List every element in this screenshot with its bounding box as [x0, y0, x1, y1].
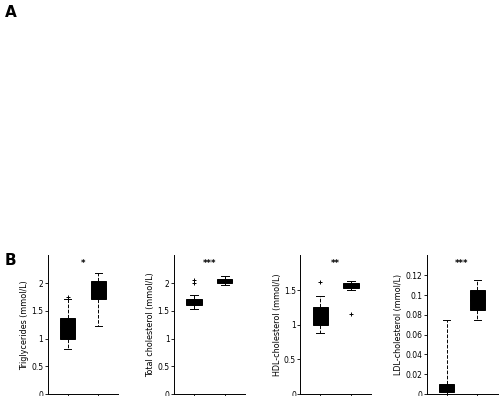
Y-axis label: Total cholesterol (mmol/L): Total cholesterol (mmol/L) [146, 272, 156, 377]
Text: A: A [5, 5, 17, 20]
Text: **: ** [331, 259, 340, 268]
PathPatch shape [312, 307, 328, 325]
Text: ***: *** [202, 259, 216, 268]
PathPatch shape [90, 281, 106, 299]
Y-axis label: Triglycerides (mmol/L): Triglycerides (mmol/L) [20, 280, 29, 369]
Text: B: B [5, 253, 16, 268]
Y-axis label: LDL-cholesterol (mmol/L): LDL-cholesterol (mmol/L) [394, 274, 404, 375]
Text: ***: *** [456, 259, 469, 268]
PathPatch shape [186, 299, 202, 305]
PathPatch shape [344, 283, 359, 288]
PathPatch shape [60, 318, 76, 339]
Y-axis label: HDL-cholesterol (mmol/L): HDL-cholesterol (mmol/L) [273, 273, 282, 376]
PathPatch shape [470, 290, 485, 310]
Text: *: * [80, 259, 85, 268]
PathPatch shape [439, 384, 454, 392]
PathPatch shape [217, 279, 232, 283]
